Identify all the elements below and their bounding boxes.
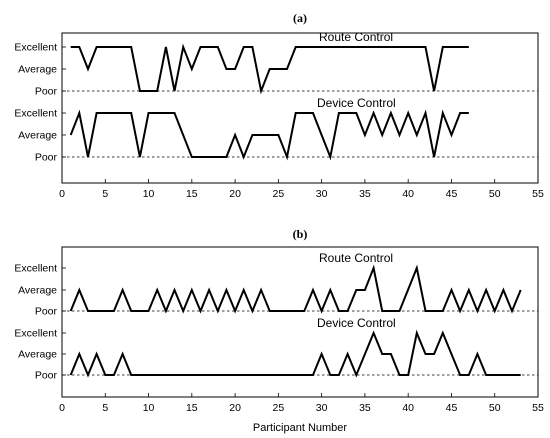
panel-b-x-tick-label: 50 xyxy=(489,402,501,414)
panel-a-device-annotation: Device Control xyxy=(317,96,396,110)
panel-b-x-tick-label: 35 xyxy=(359,402,371,414)
panel-a-x-tick-label: 40 xyxy=(402,188,414,200)
panel-a-x-tick-labels: 0 5 10 15 20 25 30 35 40 45 50 55 xyxy=(59,179,544,200)
panel-b-x-tick-label: 20 xyxy=(229,402,241,414)
panel-b-title: (b) xyxy=(293,227,308,241)
panel-b-x-tick-label: 10 xyxy=(143,402,155,414)
panel-b-x-axis-label: Participant Number xyxy=(253,422,347,434)
panel-a-title: (a) xyxy=(293,11,307,25)
panel-a-x-tick-label: 0 xyxy=(59,188,65,200)
panel-a-y-tick-label: Excellent xyxy=(14,42,57,54)
panel-b-x-tick-label: 25 xyxy=(273,402,285,414)
panel-b-y-tick-label: Excellent xyxy=(14,263,57,275)
panel-b-series-route-control-line xyxy=(69,264,522,314)
panel-a-x-tick-label: 20 xyxy=(229,188,241,200)
panel-b: (b) Excellent Average Poor Excellent Average… xyxy=(14,227,544,434)
panel-a-x-tick-label: 30 xyxy=(316,188,328,200)
panel-b-series-group xyxy=(69,264,522,378)
panel-a-series-device-control-line xyxy=(69,109,469,161)
panel-b-y-tick-labels: Excellent Average Poor Excellent Average Poor xyxy=(14,263,66,382)
panel-b-route-annotation: Route Control xyxy=(319,251,393,265)
panel-a-y-tick-label: Excellent xyxy=(14,108,57,120)
panel-b-y-tick-label: Average xyxy=(18,349,57,361)
panel-b-x-tick-label: 0 xyxy=(59,402,65,414)
panel-a-y-tick-label: Poor xyxy=(35,86,58,98)
panel-a-x-tick-label: 55 xyxy=(532,188,544,200)
panel-a-y-tick-label: Average xyxy=(18,64,57,76)
panel-b-device-annotation: Device Control xyxy=(317,316,396,330)
panel-a-x-tick-label: 5 xyxy=(102,188,108,200)
panel-b-x-tick-label: 5 xyxy=(102,402,108,414)
panel-a-series-route-control-line xyxy=(70,43,469,95)
panel-a-y-tick-label: Average xyxy=(18,130,57,142)
panel-a: (a) Excellent Average Poor Excellent Average… xyxy=(14,11,544,200)
panel-b-y-tick-label: Average xyxy=(18,285,57,297)
panel-b-axes xyxy=(61,246,539,398)
panel-a-x-tick-label: 35 xyxy=(359,188,371,200)
panel-a-series-group xyxy=(69,43,469,161)
panel-b-y-tick-label: Poor xyxy=(35,370,58,382)
panel-b-x-tick-label: 15 xyxy=(186,402,198,414)
panel-b-y-tick-label: Excellent xyxy=(14,328,57,340)
panel-a-route-annotation: Route Control xyxy=(319,30,393,44)
panel-b-x-tick-label: 45 xyxy=(446,402,458,414)
panel-a-x-tick-label: 15 xyxy=(186,188,198,200)
panel-b-x-tick-label: 30 xyxy=(316,402,328,414)
panel-a-x-tick-label: 10 xyxy=(143,188,155,200)
panel-b-series-device-control-line xyxy=(69,329,521,378)
panel-b-x-tick-labels: 0 5 10 15 20 25 30 35 40 45 50 55 xyxy=(59,393,544,414)
panel-a-x-tick-label: 25 xyxy=(273,188,285,200)
panel-b-x-tick-label: 40 xyxy=(402,402,414,414)
panel-b-x-tick-label: 55 xyxy=(532,402,544,414)
panel-a-axes xyxy=(61,32,539,184)
panel-a-x-tick-label: 45 xyxy=(446,188,458,200)
panel-a-y-tick-labels: Excellent Average Poor Excellent Average Poor xyxy=(14,42,66,164)
panel-a-y-tick-label: Poor xyxy=(35,152,58,164)
panel-b-y-tick-label: Poor xyxy=(35,306,58,318)
panel-a-x-tick-label: 50 xyxy=(489,188,501,200)
